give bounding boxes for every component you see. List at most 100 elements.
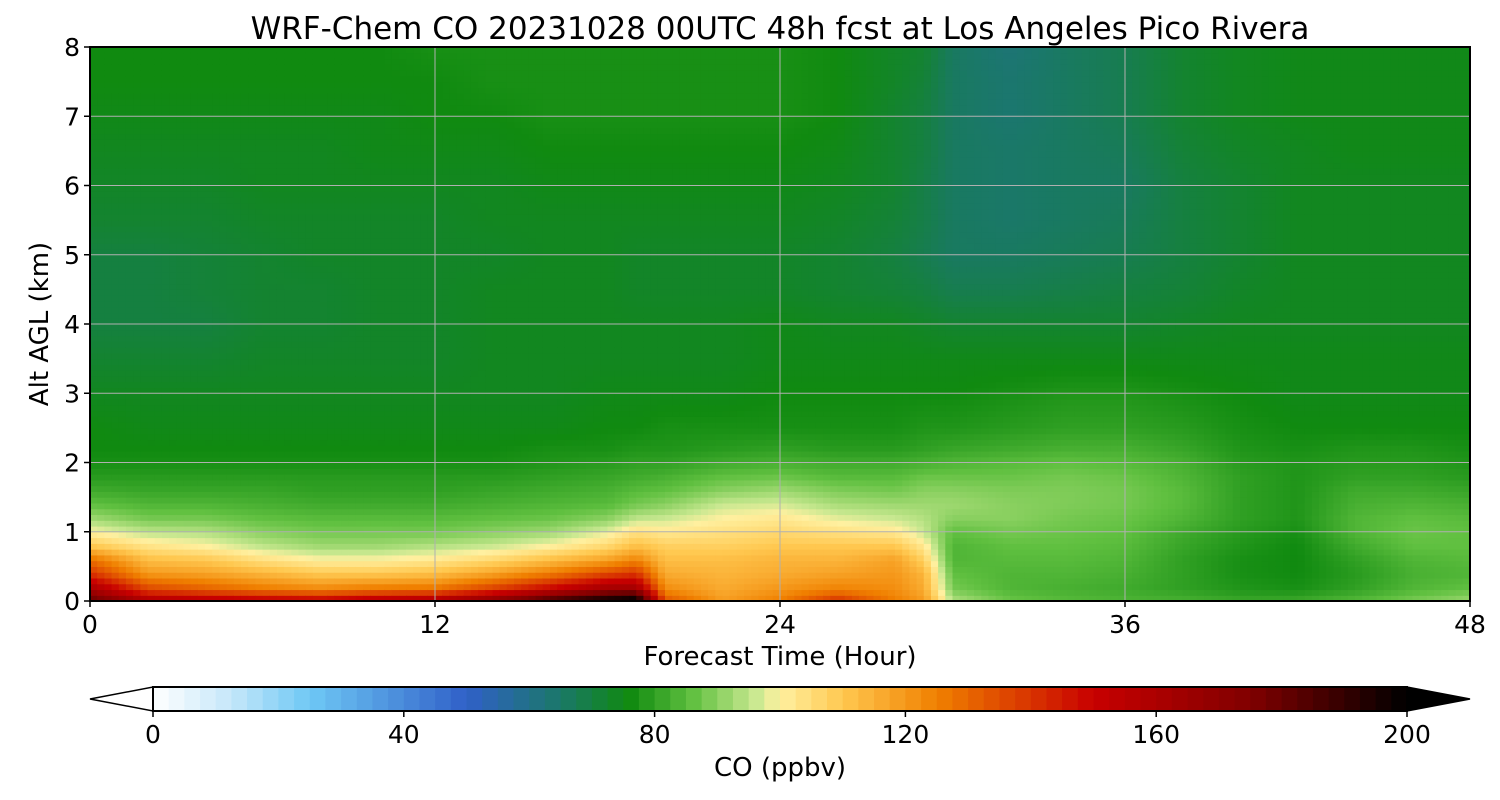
heatmap-cell xyxy=(140,300,149,308)
heatmap-cell xyxy=(420,179,429,187)
heatmap-cell xyxy=(384,370,393,377)
heatmap-cell xyxy=(176,549,185,556)
heatmap-cell xyxy=(169,179,177,187)
heatmap-cell xyxy=(384,202,393,210)
heatmap-cell xyxy=(212,47,220,54)
heatmap-cell xyxy=(291,295,300,302)
heatmap-cell xyxy=(276,191,285,198)
heatmap-cell xyxy=(169,243,177,250)
heatmap-cell xyxy=(305,220,314,227)
heatmap-cell xyxy=(169,133,177,140)
heatmap-cell xyxy=(355,254,364,262)
heatmap-cell xyxy=(161,214,170,221)
heatmap-cell xyxy=(97,422,105,429)
heatmap-cell xyxy=(133,70,141,77)
heatmap-cell xyxy=(248,462,256,469)
heatmap-cell xyxy=(320,168,328,175)
heatmap-cell xyxy=(413,479,422,487)
heatmap-cell xyxy=(104,531,113,539)
heatmap-cell xyxy=(154,433,163,441)
heatmap-cell xyxy=(262,139,271,146)
heatmap-cell xyxy=(284,566,292,573)
heatmap-cell xyxy=(298,127,307,135)
heatmap-cell xyxy=(169,479,177,487)
heatmap-cell xyxy=(233,116,242,123)
heatmap-cell xyxy=(176,410,185,417)
heatmap-cell xyxy=(205,266,213,273)
heatmap-cell xyxy=(442,208,450,215)
heatmap-cell xyxy=(219,554,228,562)
heatmap-cell xyxy=(327,329,335,337)
heatmap-cell xyxy=(161,116,170,123)
heatmap-cell xyxy=(133,375,141,383)
heatmap-cell xyxy=(118,289,127,296)
heatmap-cell xyxy=(420,52,429,60)
heatmap-cell xyxy=(456,266,465,273)
heatmap-cell xyxy=(449,410,458,417)
heatmap-cell xyxy=(118,220,127,227)
heatmap-cell xyxy=(370,352,379,360)
heatmap-cell xyxy=(334,116,343,123)
heatmap-cell xyxy=(233,139,242,146)
heatmap-cell xyxy=(248,139,256,146)
heatmap-cell xyxy=(125,583,134,591)
heatmap-cell xyxy=(183,549,192,556)
heatmap-cell xyxy=(305,300,314,308)
heatmap-cell xyxy=(147,47,156,54)
heatmap-cell xyxy=(240,266,249,273)
heatmap-cell xyxy=(348,289,357,296)
heatmap-cell xyxy=(284,243,292,250)
heatmap-cell xyxy=(147,560,156,567)
heatmap-cell xyxy=(262,75,271,83)
heatmap-cell xyxy=(140,87,149,94)
heatmap-cell xyxy=(449,185,458,192)
heatmap-cell xyxy=(248,116,256,123)
heatmap-cell xyxy=(140,329,149,337)
heatmap-cell xyxy=(363,514,371,521)
heatmap-cell xyxy=(391,104,400,112)
heatmap-cell xyxy=(320,491,328,498)
heatmap-cell xyxy=(161,139,170,146)
heatmap-cell xyxy=(161,404,170,412)
heatmap-cell xyxy=(427,439,436,446)
heatmap-cell xyxy=(284,272,292,279)
heatmap-cell xyxy=(240,358,249,365)
heatmap-cell xyxy=(140,220,149,227)
heatmap-cell xyxy=(399,185,407,192)
heatmap-cell xyxy=(291,508,300,516)
heatmap-cell xyxy=(219,162,228,169)
heatmap-cell xyxy=(169,560,177,567)
heatmap-cell xyxy=(90,399,98,406)
heatmap-cell xyxy=(104,116,113,123)
heatmap-cell xyxy=(169,202,177,210)
heatmap-cell xyxy=(255,560,264,567)
heatmap-cell xyxy=(262,185,271,192)
heatmap-cell xyxy=(442,485,450,492)
heatmap-cell xyxy=(413,104,422,112)
heatmap-cell xyxy=(305,364,314,371)
heatmap-cell xyxy=(240,352,249,360)
heatmap-cell xyxy=(327,127,335,135)
heatmap-cell xyxy=(276,104,285,112)
heatmap-cell xyxy=(456,133,465,140)
heatmap-cell xyxy=(140,370,149,377)
heatmap-cell xyxy=(284,81,292,88)
heatmap-cell xyxy=(341,81,350,88)
heatmap-cell xyxy=(449,324,458,331)
heatmap-cell xyxy=(377,162,386,169)
heatmap-cell xyxy=(312,295,321,302)
heatmap-cell xyxy=(399,52,407,60)
heatmap-cell xyxy=(183,543,192,550)
heatmap-cell xyxy=(327,266,335,273)
heatmap-cell xyxy=(334,52,343,60)
heatmap-cell xyxy=(147,497,156,504)
heatmap-cell xyxy=(377,81,386,88)
heatmap-cell xyxy=(90,364,98,371)
heatmap-cell xyxy=(334,335,343,342)
heatmap-cell xyxy=(269,485,278,492)
heatmap-cell xyxy=(118,168,127,175)
heatmap-cell xyxy=(284,560,292,567)
heatmap-cell xyxy=(97,485,105,492)
heatmap-cell xyxy=(262,479,271,487)
heatmap-cell xyxy=(348,520,357,527)
